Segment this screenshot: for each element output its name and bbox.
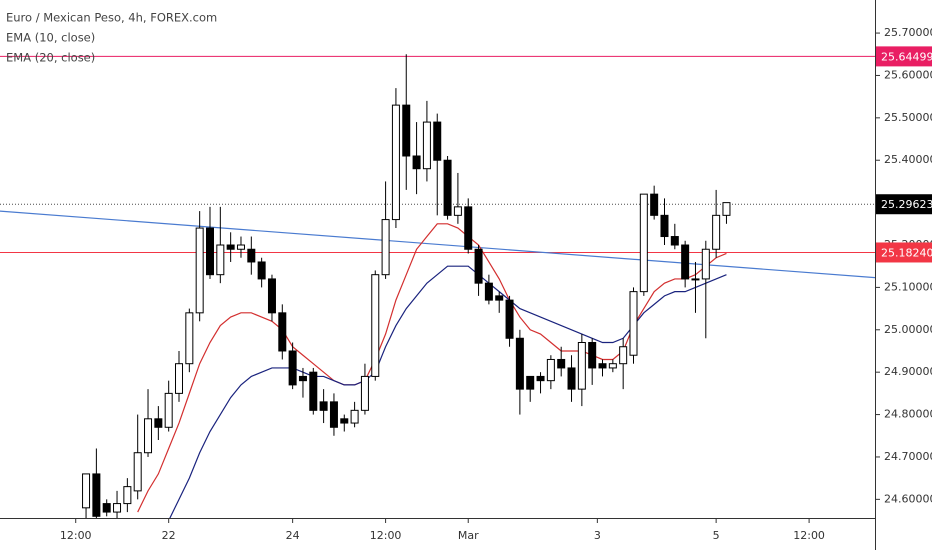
y-tick-label: 25.10000 — [884, 280, 932, 293]
candle-body — [495, 295, 504, 301]
candle-body — [247, 248, 256, 263]
candle-body — [371, 274, 380, 377]
x-tick-label: 3 — [594, 529, 601, 542]
candle-body — [185, 312, 194, 365]
candle-body — [660, 214, 669, 238]
candle-body — [133, 452, 142, 492]
candle-body — [412, 155, 421, 170]
y-tick-label: 25.00000 — [884, 323, 932, 336]
plot-area — [0, 54, 875, 518]
price-label-bg — [876, 46, 932, 67]
candle-body — [639, 193, 648, 293]
candle-body — [278, 312, 287, 352]
candle-body — [267, 278, 276, 314]
x-tick-label: 24 — [286, 529, 300, 542]
candle-body — [236, 244, 245, 250]
candle-body — [350, 409, 359, 424]
candle-body — [577, 342, 586, 390]
candle-body — [422, 121, 431, 170]
candle-body — [360, 375, 369, 411]
candle-body — [298, 375, 307, 382]
candle-body — [154, 418, 163, 428]
candle-body — [546, 358, 555, 382]
x-tick-label: 22 — [162, 529, 176, 542]
price-label-bg — [876, 194, 932, 215]
candle-body — [515, 337, 524, 390]
x-tick-label: Mar — [458, 529, 479, 542]
x-tick-label: 5 — [713, 529, 720, 542]
x-tick-label: 12:00 — [793, 529, 825, 542]
y-tick-label: 25.50000 — [884, 111, 932, 124]
price-label: 25.64499 — [881, 50, 932, 63]
legend-entry: EMA (20, close) — [6, 51, 95, 65]
chart-title: Euro / Mexican Peso, 4h, FOREX.com — [6, 11, 217, 25]
x-tick-label: 12:00 — [60, 529, 92, 542]
candle-body — [588, 342, 597, 369]
candle-body — [598, 363, 607, 369]
candle-body — [670, 236, 679, 246]
candle-body — [681, 244, 690, 280]
x-tick-label: 12:00 — [370, 529, 402, 542]
candle-body — [144, 418, 153, 454]
candle-body — [722, 202, 731, 216]
price-label: 25.18240 — [881, 246, 932, 259]
candle-body — [536, 375, 545, 382]
candle-body — [113, 503, 122, 513]
candle-body — [526, 375, 535, 390]
candle-body — [567, 367, 576, 390]
candle-body — [329, 401, 338, 428]
candle-body — [319, 401, 328, 411]
candle-body — [464, 206, 473, 250]
candle-body — [164, 392, 173, 428]
candle-body — [309, 371, 318, 411]
candle-body — [226, 244, 235, 250]
candle-body — [102, 503, 111, 513]
candle-body — [701, 248, 710, 280]
candle-body — [650, 193, 659, 216]
ema-line — [137, 223, 727, 513]
candle-body — [505, 299, 514, 339]
y-tick-label: 24.80000 — [884, 408, 932, 421]
y-tick-label: 24.60000 — [884, 492, 932, 505]
candle-body — [557, 358, 566, 369]
candle-body — [82, 473, 91, 509]
candle-body — [175, 363, 184, 394]
axes: 24.60000 24.70000 24.80000 24.90000 25.00000… — [60, 26, 932, 542]
candle-body — [288, 350, 297, 386]
y-tick-label: 24.90000 — [884, 365, 932, 378]
candle-body — [216, 244, 225, 276]
candle-body — [195, 227, 204, 314]
candle-body — [205, 227, 214, 276]
candle-body — [474, 248, 483, 284]
price-label: 25.29623 — [881, 198, 932, 211]
candle-body — [257, 261, 266, 280]
candle-body — [92, 473, 101, 517]
candle-body — [402, 104, 411, 157]
candle-body — [691, 278, 700, 281]
candle-body — [433, 121, 442, 161]
price-label-bg — [876, 242, 932, 263]
candle-body — [381, 219, 390, 276]
candle-body — [608, 363, 617, 369]
y-tick-label: 25.60000 — [884, 68, 932, 81]
y-tick-label: 25.40000 — [884, 153, 932, 166]
legend-entry: EMA (10, close) — [6, 31, 95, 45]
candle-body — [484, 282, 493, 301]
candle-body — [123, 486, 132, 505]
candle-body — [453, 206, 462, 216]
candle-body — [340, 418, 349, 424]
candle-body — [712, 214, 721, 250]
trend-line — [0, 210, 875, 279]
candle-body — [443, 159, 452, 216]
candle-body — [619, 346, 628, 365]
candle-body — [391, 104, 400, 221]
candle-body — [629, 291, 638, 356]
y-tick-label: 24.70000 — [884, 450, 932, 463]
y-tick-label: 25.70000 — [884, 26, 932, 39]
